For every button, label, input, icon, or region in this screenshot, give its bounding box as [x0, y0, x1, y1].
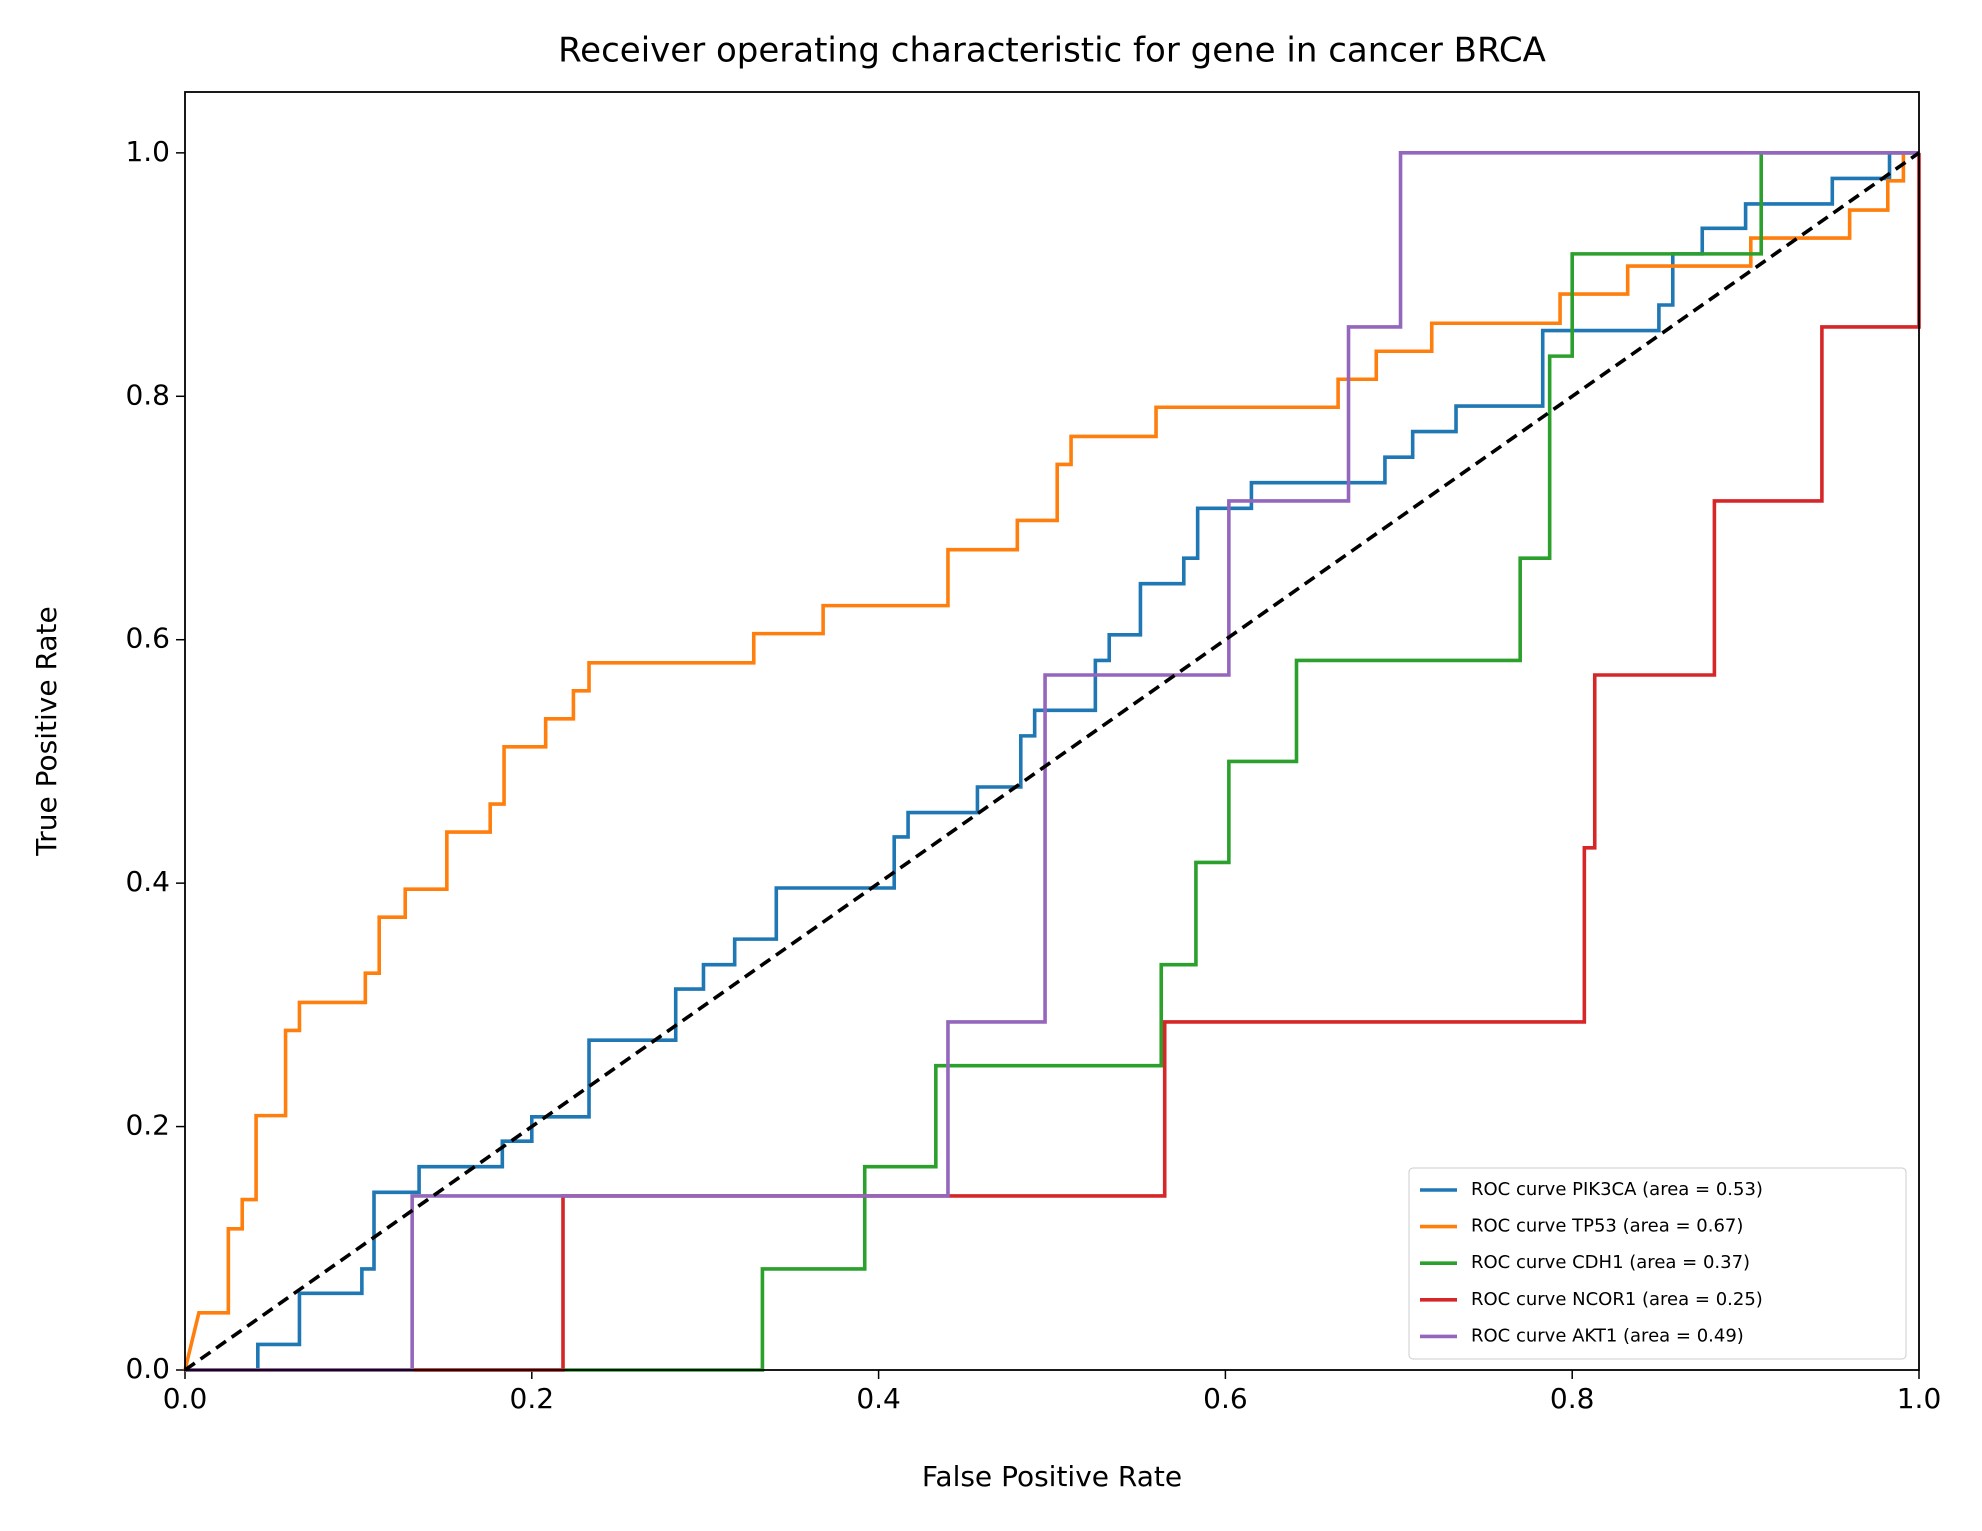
x-tick-label: 0.2: [510, 1382, 555, 1415]
chart-title: Receiver operating characteristic for ge…: [558, 31, 1546, 71]
diagonal-line: [183, 151, 1921, 1372]
legend-label: ROC curve TP53 (area = 0.67): [1471, 1216, 1743, 1237]
legend-label: ROC curve CDH1 (area = 0.37): [1471, 1252, 1750, 1273]
x-tick-label: 0.4: [856, 1382, 901, 1415]
x-tick-label: 0.0: [163, 1382, 208, 1415]
roc-curve: [183, 151, 1919, 1371]
legend-label: ROC curve AKT1 (area = 0.49): [1471, 1325, 1744, 1346]
x-tick-label: 1.0: [1897, 1382, 1942, 1415]
roc-curve: [185, 151, 1919, 1372]
y-axis-label: True Positive Rate: [30, 606, 63, 856]
x-tick-label: 0.8: [1550, 1382, 1595, 1415]
y-tick-label: 0.4: [125, 865, 170, 898]
y-tick-label: 0.2: [125, 1109, 170, 1142]
legend-label: ROC curve PIK3CA (area = 0.53): [1471, 1179, 1763, 1200]
plot-frame: [184, 91, 1920, 1371]
x-axis-label: False Positive Rate: [922, 1460, 1182, 1493]
y-tick-label: 0.6: [125, 622, 170, 655]
x-tick-label: 0.6: [1203, 1382, 1248, 1415]
legend-label: ROC curve NCOR1 (area = 0.25): [1471, 1289, 1763, 1310]
y-tick-label: 0.0: [125, 1352, 170, 1385]
y-tick-label: 1.0: [125, 135, 170, 168]
y-tick-label: 0.8: [125, 378, 170, 411]
roc-curve: [185, 151, 1919, 1372]
legend-box: [1408, 1167, 1907, 1360]
roc-curve: [185, 151, 1919, 1372]
